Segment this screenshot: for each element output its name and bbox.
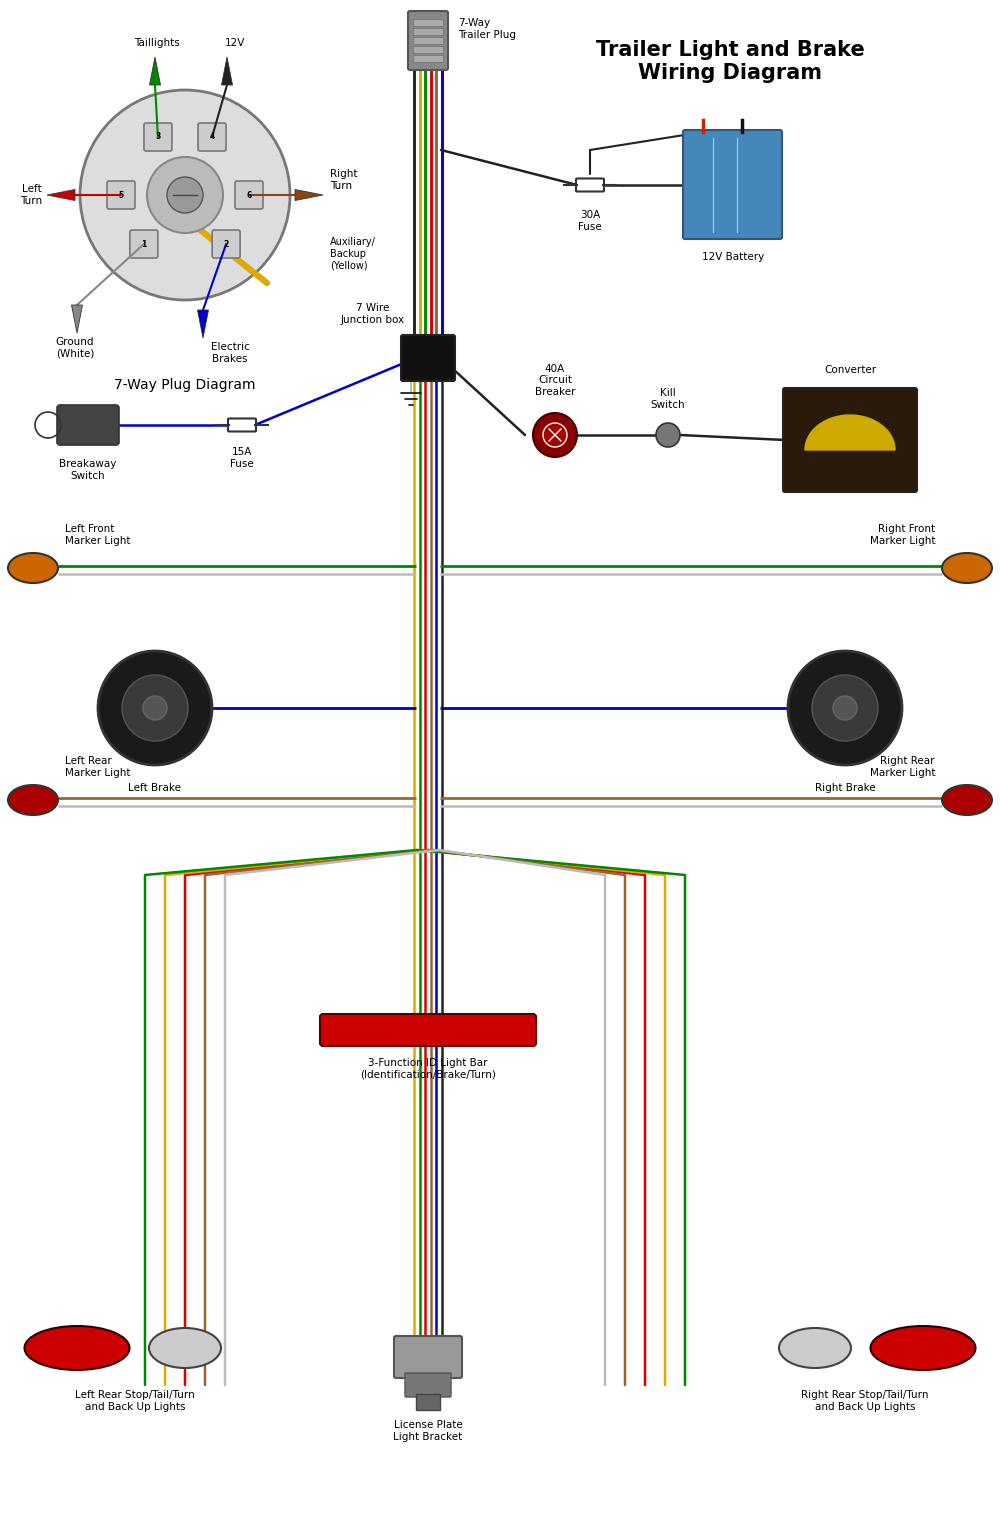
Text: 7-Way
Trailer Plug: 7-Way Trailer Plug <box>458 18 516 40</box>
FancyBboxPatch shape <box>401 335 455 381</box>
Text: Converter: Converter <box>824 366 876 375</box>
FancyBboxPatch shape <box>228 419 256 431</box>
Polygon shape <box>198 311 209 338</box>
Polygon shape <box>295 190 323 200</box>
FancyBboxPatch shape <box>130 230 158 259</box>
Text: Left Brake: Left Brake <box>128 783 182 793</box>
FancyBboxPatch shape <box>198 122 226 151</box>
Circle shape <box>147 158 223 233</box>
Text: 12V: 12V <box>225 38 245 47</box>
Bar <box>416 1394 440 1411</box>
FancyBboxPatch shape <box>107 181 135 210</box>
Circle shape <box>143 696 167 721</box>
Polygon shape <box>47 190 75 200</box>
FancyBboxPatch shape <box>57 405 119 445</box>
Text: 1: 1 <box>141 240 146 248</box>
Circle shape <box>122 675 188 741</box>
FancyBboxPatch shape <box>320 1014 536 1047</box>
FancyBboxPatch shape <box>235 181 263 210</box>
Bar <box>413 55 443 63</box>
Ellipse shape <box>149 1328 221 1368</box>
Circle shape <box>812 675 878 741</box>
Circle shape <box>833 696 857 721</box>
Text: Auxiliary/
Backup
(Yellow): Auxiliary/ Backup (Yellow) <box>330 237 376 271</box>
Ellipse shape <box>779 1328 851 1368</box>
Circle shape <box>533 413 577 457</box>
Ellipse shape <box>24 1327 130 1369</box>
Text: Trailer Light and Brake
Wiring Diagram: Trailer Light and Brake Wiring Diagram <box>596 40 864 83</box>
Ellipse shape <box>8 552 58 583</box>
FancyBboxPatch shape <box>144 122 172 151</box>
Text: Left Rear
Marker Light: Left Rear Marker Light <box>65 756 130 777</box>
FancyBboxPatch shape <box>405 1372 451 1397</box>
Ellipse shape <box>942 552 992 583</box>
Bar <box>413 18 443 26</box>
Ellipse shape <box>870 1327 976 1369</box>
Bar <box>413 46 443 54</box>
Text: Taillights: Taillights <box>134 38 180 47</box>
FancyBboxPatch shape <box>683 130 782 239</box>
Text: 7 Wire
Junction box: 7 Wire Junction box <box>341 303 405 324</box>
Text: Right Brake: Right Brake <box>815 783 875 793</box>
Text: 3-Function ID Light Bar
(Identification/Brake/Turn): 3-Function ID Light Bar (Identification/… <box>360 1059 496 1080</box>
Text: Left Front
Marker Light: Left Front Marker Light <box>65 525 130 546</box>
Text: Right Rear
Marker Light: Right Rear Marker Light <box>870 756 935 777</box>
Text: 2: 2 <box>224 240 229 248</box>
Ellipse shape <box>8 785 58 815</box>
Text: Right Rear Stop/Tail/Turn
and Back Up Lights: Right Rear Stop/Tail/Turn and Back Up Li… <box>801 1389 929 1412</box>
Circle shape <box>80 90 290 300</box>
Polygon shape <box>805 415 895 450</box>
Text: Right
Turn: Right Turn <box>330 170 358 191</box>
Text: Kill
Switch: Kill Switch <box>651 389 685 410</box>
FancyBboxPatch shape <box>408 11 448 70</box>
FancyBboxPatch shape <box>783 389 917 493</box>
Text: 5: 5 <box>118 191 124 199</box>
Ellipse shape <box>942 785 992 815</box>
Text: 12V Battery: 12V Battery <box>702 252 764 262</box>
Text: Right Front
Marker Light: Right Front Marker Light <box>870 525 935 546</box>
Text: 4: 4 <box>209 133 215 141</box>
Text: Electric
Brakes: Electric Brakes <box>211 343 249 364</box>
Circle shape <box>167 177 203 213</box>
FancyBboxPatch shape <box>212 230 240 259</box>
Text: Left Rear Stop/Tail/Turn
and Back Up Lights: Left Rear Stop/Tail/Turn and Back Up Lig… <box>75 1389 195 1412</box>
Text: 15A
Fuse: 15A Fuse <box>230 447 254 468</box>
Text: 6: 6 <box>246 191 252 199</box>
Text: 3: 3 <box>155 133 161 141</box>
Text: Breakaway
Switch: Breakaway Switch <box>59 459 117 480</box>
Polygon shape <box>150 57 160 86</box>
Polygon shape <box>72 304 82 334</box>
Circle shape <box>788 650 902 765</box>
FancyBboxPatch shape <box>576 179 604 191</box>
Bar <box>413 28 443 35</box>
Bar <box>413 37 443 44</box>
Circle shape <box>543 422 567 447</box>
Text: 7-Way Plug Diagram: 7-Way Plug Diagram <box>114 378 256 392</box>
Circle shape <box>656 422 680 447</box>
Circle shape <box>98 650 212 765</box>
Polygon shape <box>222 57 233 86</box>
Text: 30A
Fuse: 30A Fuse <box>578 210 602 231</box>
Text: Left
Turn: Left Turn <box>20 184 42 207</box>
FancyBboxPatch shape <box>394 1336 462 1379</box>
Text: Ground
(White): Ground (White) <box>56 337 94 358</box>
Text: License Plate
Light Bracket: License Plate Light Bracket <box>393 1420 463 1441</box>
Text: 40A
Circuit
Breaker: 40A Circuit Breaker <box>535 364 575 396</box>
